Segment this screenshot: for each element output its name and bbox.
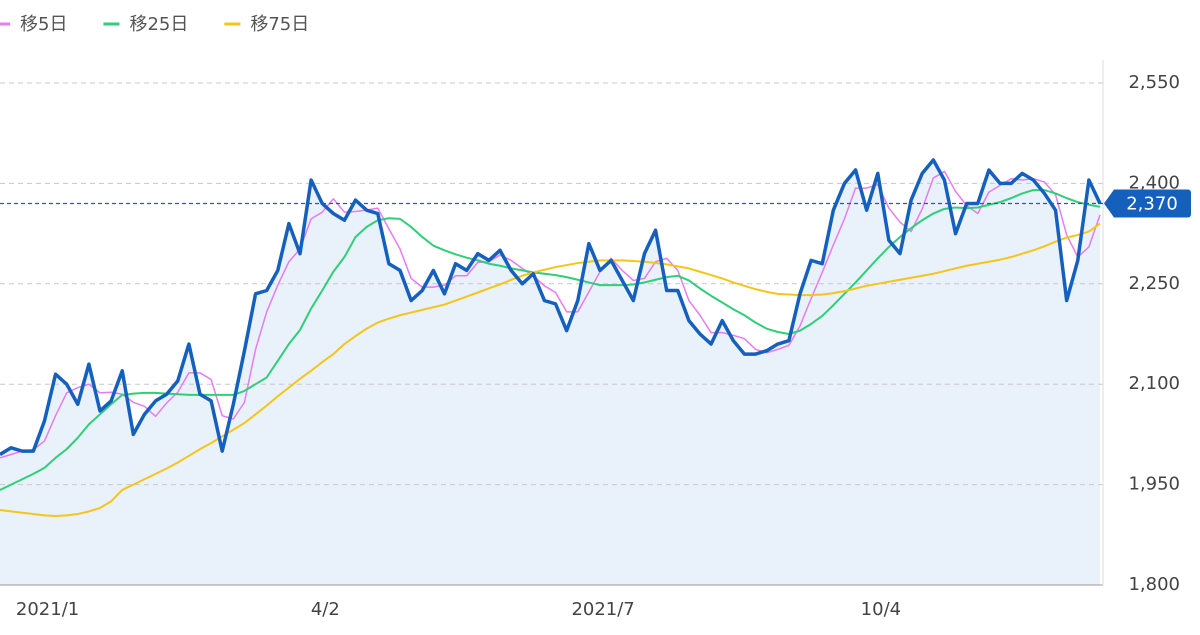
x-tick-label: 10/4 (861, 599, 901, 620)
current-price-label: 2,370 (1126, 193, 1178, 214)
current-price-tag (1104, 189, 1191, 218)
x-tick-label: 2021/7 (571, 599, 634, 620)
moving-average-line (0, 189, 1101, 491)
y-tick-label: 2,100 (1128, 373, 1180, 394)
y-tick-label: 2,250 (1128, 273, 1180, 294)
legend-label: 移5日 (20, 14, 67, 35)
moving-average-line (0, 222, 1101, 518)
price-line (0, 158, 1102, 456)
price-area (0, 159, 1100, 585)
x-tick-label: 4/2 (311, 599, 340, 620)
y-tick-label: 2,550 (1128, 72, 1180, 93)
y-tick-label: 1,800 (1128, 574, 1180, 595)
x-tick-label: 2021/1 (16, 599, 79, 620)
y-tick-label: 2,400 (1128, 172, 1180, 193)
moving-average-line (0, 170, 1101, 459)
legend-label: 移75日 (250, 14, 309, 35)
legend-label: 移25日 (129, 14, 188, 35)
y-tick-label: 1,950 (1128, 474, 1180, 495)
